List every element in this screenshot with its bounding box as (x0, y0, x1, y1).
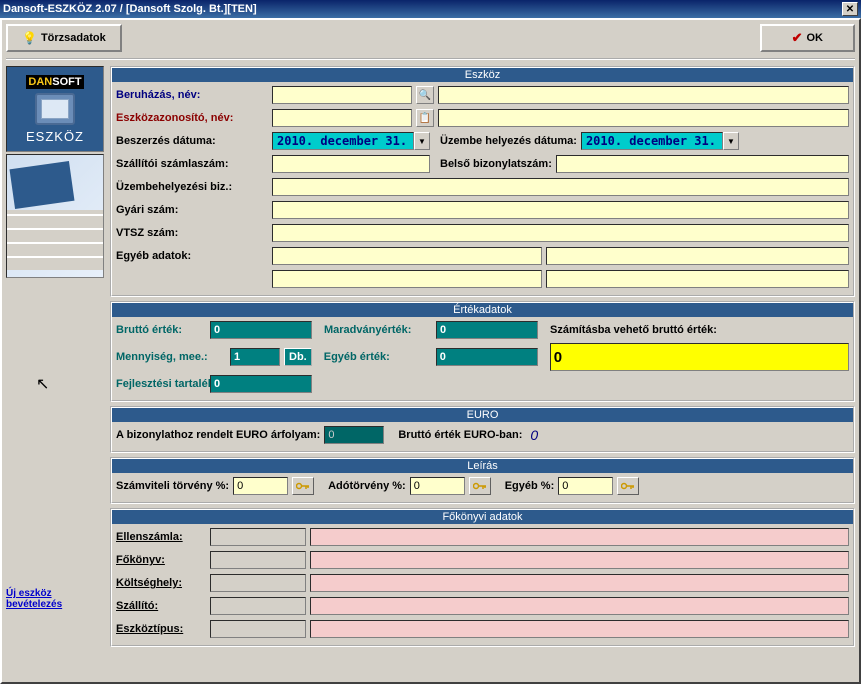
vtsz-input[interactable] (272, 224, 849, 242)
szamviteli-label: Számviteli törvény %: (116, 480, 229, 492)
vtsz-label: VTSZ szám: (116, 227, 268, 239)
eszkoztipus-code-input[interactable] (210, 620, 306, 638)
egyeb4-input[interactable] (546, 270, 849, 288)
ok-button[interactable]: ✔OK (760, 24, 855, 52)
uzembehelyezesi-input[interactable] (272, 178, 849, 196)
szallitoi-label: Szállítói számlaszám: (116, 158, 268, 170)
beruhazas-label: Beruházás, név: (116, 89, 268, 101)
bruttoeuro-value: 0 (530, 427, 538, 443)
brutto-input[interactable] (210, 321, 312, 339)
adotorveny-input[interactable] (410, 477, 465, 495)
belso-label: Belső bizonylatszám: (440, 158, 552, 170)
brutto-label: Bruttó érték: (116, 324, 206, 336)
koltseghely-label[interactable]: Költséghely: (116, 577, 206, 589)
toolbar: 💡Törzsadatok ✔OK (6, 24, 855, 60)
eszkozazon-code-input[interactable] (272, 109, 412, 127)
adotorveny-label: Adótörvény %: (328, 480, 406, 492)
ellenszamla-code-input[interactable] (210, 528, 306, 546)
torzsadatok-button[interactable]: 💡Törzsadatok (6, 24, 122, 52)
koltseghely-name-input[interactable] (310, 574, 849, 592)
adotorveny-key-icon[interactable] (469, 477, 491, 495)
leiras-panel: Leírás Számviteli törvény %: Adótörvény … (110, 457, 855, 504)
eszkoz-header: Eszköz (112, 68, 853, 82)
szallito-code-input[interactable] (210, 597, 306, 615)
uzembe-date-dropdown[interactable]: 2010. december 31.▼ (581, 132, 739, 150)
check-icon: ✔ (792, 30, 803, 46)
eszkoztipus-name-input[interactable] (310, 620, 849, 638)
egyebpct-input[interactable] (558, 477, 613, 495)
euro-header: EURO (112, 408, 853, 422)
eszkozazon-list-icon[interactable]: 📋 (416, 109, 434, 127)
gyari-label: Gyári szám: (116, 204, 268, 216)
beruhazas-name-input[interactable] (438, 86, 849, 104)
eszkoz-panel: Eszköz Beruházás, név: 🔍 Eszközazonosító… (110, 66, 855, 297)
cursor-icon: ↖ (36, 374, 49, 394)
beruhazas-search-icon[interactable]: 🔍 (416, 86, 434, 104)
egyebpct-label: Egyéb %: (505, 480, 555, 492)
ellenszamla-name-input[interactable] (310, 528, 849, 546)
mennyiseg-label: Mennyiség, mee.: (116, 351, 226, 363)
beszerzes-label: Beszerzés dátuma: (116, 135, 268, 147)
beruhazas-code-input[interactable] (272, 86, 412, 104)
szallito-name-input[interactable] (310, 597, 849, 615)
egyeb-label: Egyéb adatok: (116, 250, 268, 262)
mennyiseg-unit: Db. (284, 348, 312, 366)
eszkoztipus-label[interactable]: Eszköztípus: (116, 623, 206, 635)
egyeb2-input[interactable] (546, 247, 849, 265)
fokonyv-panel: Főkönyvi adatok Ellenszámla: Főkönyv: Kö… (110, 508, 855, 647)
beszerzes-date-dropdown[interactable]: 2010. december 31.▼ (272, 132, 430, 150)
maradvany-label: Maradványérték: (324, 324, 432, 336)
fokonyv-header: Főkönyvi adatok (112, 510, 853, 524)
ellenszamla-label[interactable]: Ellenszámla: (116, 531, 206, 543)
close-button[interactable]: ✕ (842, 2, 858, 16)
fokonyv-label[interactable]: Főkönyv: (116, 554, 206, 566)
euro-panel: EURO A bizonylathoz rendelt EURO árfolya… (110, 406, 855, 453)
egyebpct-key-icon[interactable] (617, 477, 639, 495)
ertek-panel: Értékadatok Bruttó érték: Maradványérték… (110, 301, 855, 402)
logo: DANSOFT ESZKÖZ (6, 66, 104, 152)
egyeb1-input[interactable] (272, 247, 542, 265)
arfolyam-input (324, 426, 384, 444)
leiras-header: Leírás (112, 459, 853, 473)
mennyiseg-input[interactable] (230, 348, 280, 366)
fejlesztesi-label: Fejlesztési tartalékból: (116, 378, 206, 390)
fokonyv-code-input[interactable] (210, 551, 306, 569)
bruttoeuro-label: Bruttó érték EURO-ban: (398, 429, 522, 441)
belso-input[interactable] (556, 155, 849, 173)
fokonyv-name-input[interactable] (310, 551, 849, 569)
uzembehelyezesi-label: Üzembehelyezési biz.: (116, 181, 268, 193)
szallitoi-input[interactable] (272, 155, 430, 173)
eszkozazon-name-input[interactable] (438, 109, 849, 127)
szamviteli-input[interactable] (233, 477, 288, 495)
eszkozazon-label: Eszközazonosító, név: (116, 112, 268, 124)
titlebar: Dansoft-ESZKÖZ 2.07 / [Dansoft Szolg. Bt… (0, 0, 861, 18)
arfolyam-label: A bizonylathoz rendelt EURO árfolyam: (116, 429, 320, 441)
uzembe-label: Üzembe helyezés dátuma: (440, 135, 577, 147)
ertek-header: Értékadatok (112, 303, 853, 317)
egyebertek-input[interactable] (436, 348, 538, 366)
chevron-down-icon: ▼ (414, 132, 430, 150)
gyari-input[interactable] (272, 201, 849, 219)
egyeb3-input[interactable] (272, 270, 542, 288)
maradvany-input[interactable] (436, 321, 538, 339)
chevron-down-icon: ▼ (723, 132, 739, 150)
bulb-icon: 💡 (22, 31, 37, 45)
koltseghely-code-input[interactable] (210, 574, 306, 592)
szamitasba-input[interactable] (550, 343, 849, 371)
sidebar-preview (6, 154, 104, 278)
window-title: Dansoft-ESZKÖZ 2.07 / [Dansoft Szolg. Bt… (3, 3, 842, 15)
szamitasba-label: Számításba vehető bruttó érték: (550, 324, 717, 336)
new-asset-link[interactable]: Új eszköz bevételezés (6, 588, 104, 610)
egyebertek-label: Egyéb érték: (324, 351, 432, 363)
szallito-label[interactable]: Szállító: (116, 600, 206, 612)
app-icon (35, 93, 75, 125)
fejlesztesi-input[interactable] (210, 375, 312, 393)
szamviteli-key-icon[interactable] (292, 477, 314, 495)
